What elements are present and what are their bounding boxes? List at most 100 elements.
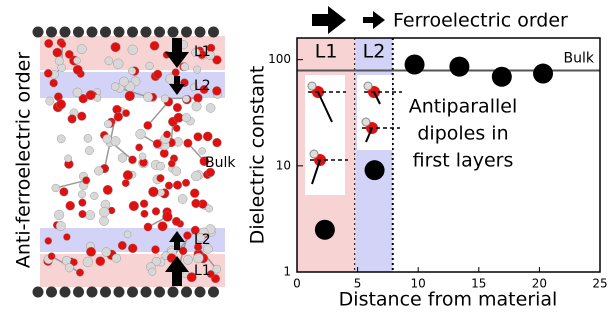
atom xyxy=(119,77,128,86)
atom xyxy=(83,257,93,267)
arrow-right xyxy=(312,6,346,34)
x-axis-label: Distance from material xyxy=(339,289,558,311)
atom xyxy=(148,268,156,276)
atom xyxy=(128,244,137,253)
atom xyxy=(73,65,82,74)
atom xyxy=(173,125,180,132)
atom xyxy=(64,155,71,162)
atom xyxy=(45,237,52,244)
atom xyxy=(46,27,57,38)
atom xyxy=(53,48,62,57)
atom xyxy=(148,187,158,197)
annotation: Antiparallel xyxy=(409,96,517,118)
atom xyxy=(85,210,94,219)
atom xyxy=(213,138,222,147)
atom xyxy=(99,207,109,217)
molecular-structure xyxy=(33,27,226,298)
atom xyxy=(102,248,111,257)
atom xyxy=(78,191,85,198)
atom xyxy=(162,212,172,222)
atom xyxy=(73,88,82,97)
atom xyxy=(179,247,187,255)
atom xyxy=(105,57,113,65)
atom xyxy=(122,179,129,186)
atom xyxy=(68,115,77,124)
atom xyxy=(56,221,65,230)
atom xyxy=(194,132,203,141)
atom xyxy=(48,253,55,260)
atom xyxy=(122,109,129,116)
atom xyxy=(182,113,191,122)
chart-title: Ferroelectric order xyxy=(393,10,568,32)
region xyxy=(355,38,393,272)
atom xyxy=(135,144,142,151)
atom xyxy=(158,222,168,232)
atom xyxy=(364,82,372,90)
atom xyxy=(76,269,83,276)
atom xyxy=(100,287,111,298)
atom xyxy=(77,44,86,53)
atom xyxy=(181,63,189,71)
atom xyxy=(128,67,136,75)
atom xyxy=(168,287,179,298)
atom xyxy=(114,287,125,298)
reference-label: Bulk xyxy=(564,51,595,67)
atom xyxy=(84,134,92,142)
atom xyxy=(46,97,54,105)
atom xyxy=(118,154,127,163)
data-point xyxy=(492,67,512,87)
atom xyxy=(168,160,175,167)
atom xyxy=(52,184,60,192)
atom xyxy=(168,27,179,38)
atom xyxy=(172,217,180,225)
atom xyxy=(86,247,95,256)
atom xyxy=(140,200,148,208)
atom xyxy=(173,181,182,190)
atom xyxy=(112,254,121,263)
layer-label: L1 xyxy=(194,263,211,279)
y-tick-label: 10 xyxy=(276,158,291,172)
annotation: dipoles in xyxy=(417,123,508,145)
atom xyxy=(181,287,192,298)
atom xyxy=(104,120,112,128)
atom xyxy=(152,207,160,215)
atom xyxy=(79,210,87,218)
atom xyxy=(157,174,165,182)
atom xyxy=(103,185,112,194)
atom xyxy=(308,82,316,90)
atom xyxy=(193,66,201,74)
atom xyxy=(195,287,206,298)
atom xyxy=(57,135,65,143)
atom xyxy=(55,57,64,66)
atom xyxy=(151,246,159,254)
x-tick-label: 10 xyxy=(411,277,426,291)
x-tick-label: 5 xyxy=(354,277,362,291)
atom xyxy=(144,121,152,129)
atom xyxy=(183,232,191,240)
layer-label: L2 xyxy=(194,78,211,94)
y-axis-label: Dielectric constant xyxy=(247,66,269,245)
atom xyxy=(203,132,212,141)
y-tick-label: 1 xyxy=(283,265,291,279)
atom xyxy=(154,27,165,38)
atom xyxy=(193,93,202,102)
atom xyxy=(85,146,93,154)
layer-label: L2 xyxy=(194,232,211,248)
region-label: L1 xyxy=(315,41,338,63)
atom xyxy=(56,100,65,109)
atom xyxy=(163,131,170,138)
atom xyxy=(118,241,127,250)
atom xyxy=(154,287,165,298)
inset-image xyxy=(305,75,345,195)
atom xyxy=(128,45,138,55)
atom xyxy=(86,90,96,100)
atom xyxy=(183,95,190,102)
atom xyxy=(141,27,152,38)
atom xyxy=(194,253,204,263)
atom xyxy=(60,187,69,196)
atom xyxy=(165,74,175,84)
atom xyxy=(161,95,169,103)
atom xyxy=(160,149,169,158)
atom xyxy=(65,264,74,273)
atom xyxy=(146,62,154,70)
